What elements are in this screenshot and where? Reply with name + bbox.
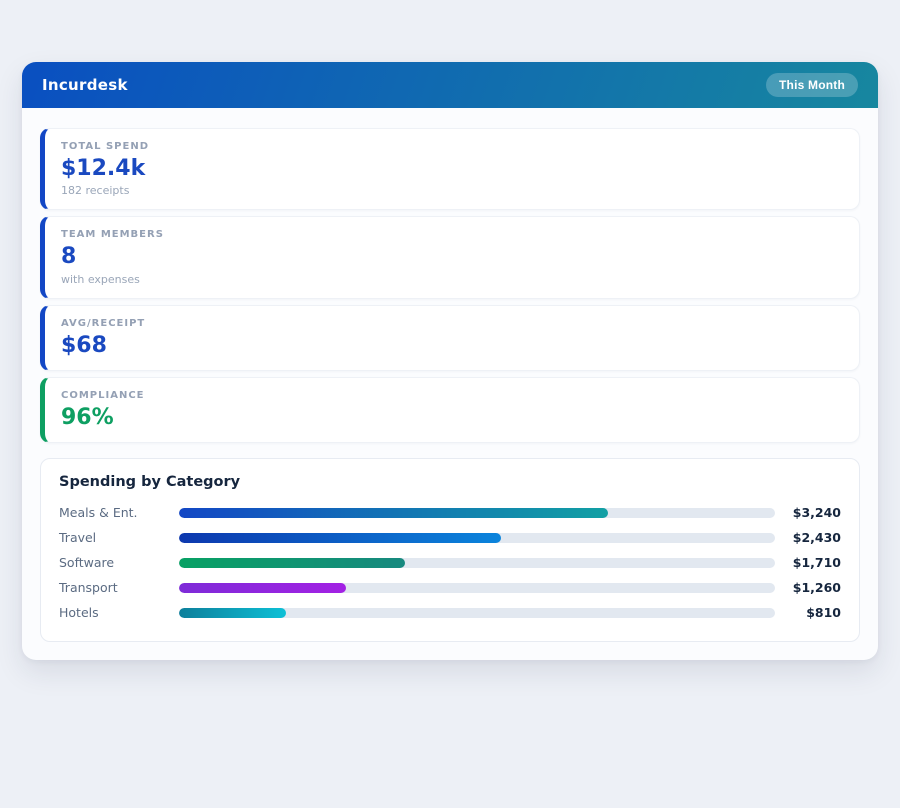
chart-title: Spending by Category — [59, 474, 841, 490]
category-label: Meals & Ent. — [59, 505, 179, 520]
category-label: Software — [59, 555, 179, 570]
dashboard-content: TOTAL SPEND $12.4k 182 receipts TEAM MEM… — [22, 108, 878, 660]
bar-fill-software — [179, 558, 405, 568]
stat-subtext: with expenses — [61, 273, 843, 286]
app-container: Incurdesk This Month TOTAL SPEND $12.4k … — [22, 62, 878, 660]
category-label: Travel — [59, 530, 179, 545]
app-header: Incurdesk This Month — [22, 62, 878, 108]
stat-card-total-spend: TOTAL SPEND $12.4k 182 receipts — [40, 128, 860, 210]
category-value: $810 — [775, 605, 841, 620]
bar-fill-transport — [179, 583, 346, 593]
chart-row-hotels: Hotels $810 — [59, 600, 841, 625]
bar-fill-hotels — [179, 608, 286, 618]
bar-fill-meals — [179, 508, 608, 518]
bar-track — [179, 583, 775, 593]
stat-card-compliance: COMPLIANCE 96% — [40, 377, 860, 443]
stat-value: 8 — [61, 244, 843, 269]
bar-fill-travel — [179, 533, 501, 543]
category-value: $1,260 — [775, 580, 841, 595]
stat-label: AVG/RECEIPT — [61, 318, 843, 329]
stat-value: $12.4k — [61, 156, 843, 181]
stat-label: COMPLIANCE — [61, 390, 843, 401]
chart-row-travel: Travel $2,430 — [59, 525, 841, 550]
chart-row-meals: Meals & Ent. $3,240 — [59, 500, 841, 525]
app-title: Incurdesk — [42, 76, 128, 94]
stat-value: 96% — [61, 405, 843, 430]
category-label: Transport — [59, 580, 179, 595]
category-label: Hotels — [59, 605, 179, 620]
period-badge[interactable]: This Month — [766, 73, 858, 97]
stat-label: TOTAL SPEND — [61, 141, 843, 152]
bar-track — [179, 558, 775, 568]
chart-row-transport: Transport $1,260 — [59, 575, 841, 600]
bar-track — [179, 508, 775, 518]
stat-value: $68 — [61, 333, 843, 358]
spending-by-category-card: Spending by Category Meals & Ent. $3,240… — [40, 458, 860, 642]
category-value: $2,430 — [775, 530, 841, 545]
bar-track — [179, 533, 775, 543]
category-value: $3,240 — [775, 505, 841, 520]
category-value: $1,710 — [775, 555, 841, 570]
stat-card-team-members: TEAM MEMBERS 8 with expenses — [40, 216, 860, 298]
stat-subtext: 182 receipts — [61, 184, 843, 197]
stat-card-avg-receipt: AVG/RECEIPT $68 — [40, 305, 860, 371]
stat-label: TEAM MEMBERS — [61, 229, 843, 240]
chart-row-software: Software $1,710 — [59, 550, 841, 575]
bar-track — [179, 608, 775, 618]
